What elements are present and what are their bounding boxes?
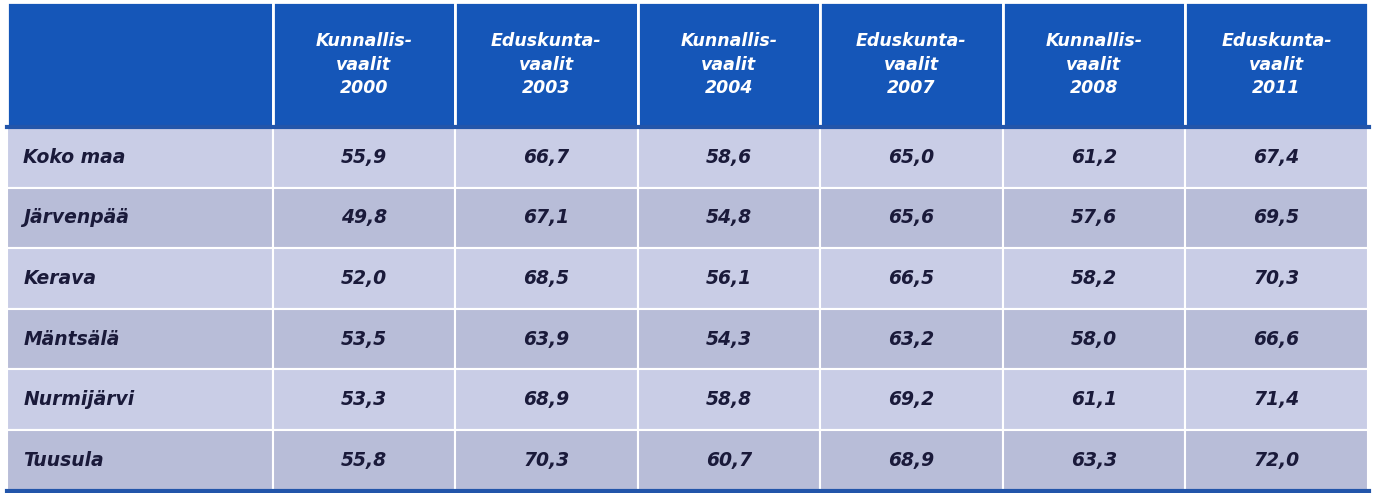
Bar: [637, 187, 820, 248]
Text: Kerava: Kerava: [23, 269, 96, 288]
Bar: [820, 127, 1003, 187]
Text: 58,6: 58,6: [706, 148, 751, 167]
Bar: [1185, 430, 1368, 491]
Text: Kunnallis-
vaalit
2008: Kunnallis- vaalit 2008: [1046, 32, 1142, 97]
Bar: [820, 369, 1003, 430]
Bar: [820, 187, 1003, 248]
Text: 58,8: 58,8: [706, 390, 751, 409]
Bar: [272, 248, 455, 309]
Text: Eduskunta-
vaalit
2003: Eduskunta- vaalit 2003: [491, 32, 601, 97]
Text: Eduskunta-
vaalit
2011: Eduskunta- vaalit 2011: [1221, 32, 1332, 97]
Bar: [820, 2, 1003, 127]
Bar: [7, 248, 272, 309]
Text: Tuusula: Tuusula: [23, 451, 103, 470]
Bar: [637, 248, 820, 309]
Text: 49,8: 49,8: [341, 209, 387, 227]
Text: Koko maa: Koko maa: [23, 148, 125, 167]
Bar: [455, 248, 637, 309]
Text: 63,2: 63,2: [889, 329, 934, 349]
Bar: [637, 430, 820, 491]
Text: 55,9: 55,9: [341, 148, 387, 167]
Bar: [272, 187, 455, 248]
Text: 72,0: 72,0: [1254, 451, 1299, 470]
Bar: [1185, 127, 1368, 187]
Bar: [1185, 248, 1368, 309]
Bar: [455, 430, 637, 491]
Bar: [7, 2, 272, 127]
Bar: [1185, 309, 1368, 369]
Bar: [455, 2, 637, 127]
Text: Kunnallis-
vaalit
2000: Kunnallis- vaalit 2000: [315, 32, 413, 97]
Text: 54,8: 54,8: [706, 209, 751, 227]
Bar: [820, 430, 1003, 491]
Text: Mäntsälä: Mäntsälä: [23, 329, 120, 349]
Text: 66,7: 66,7: [523, 148, 570, 167]
Text: 61,1: 61,1: [1071, 390, 1117, 409]
Text: 60,7: 60,7: [706, 451, 751, 470]
Bar: [1003, 430, 1185, 491]
Text: 52,0: 52,0: [341, 269, 387, 288]
Text: 66,6: 66,6: [1254, 329, 1299, 349]
Text: Eduskunta-
vaalit
2007: Eduskunta- vaalit 2007: [856, 32, 967, 97]
Text: 70,3: 70,3: [1254, 269, 1299, 288]
Bar: [1003, 2, 1185, 127]
Text: 65,0: 65,0: [889, 148, 934, 167]
Bar: [637, 2, 820, 127]
Bar: [272, 369, 455, 430]
Bar: [820, 309, 1003, 369]
Text: 66,5: 66,5: [889, 269, 934, 288]
Text: 55,8: 55,8: [341, 451, 387, 470]
Bar: [637, 369, 820, 430]
Bar: [7, 187, 272, 248]
Text: 68,9: 68,9: [523, 390, 570, 409]
Text: Järvenpää: Järvenpää: [23, 209, 129, 227]
Text: 68,5: 68,5: [523, 269, 570, 288]
Text: 67,1: 67,1: [523, 209, 570, 227]
Text: 54,3: 54,3: [706, 329, 751, 349]
Bar: [1003, 187, 1185, 248]
Text: Nurmijärvi: Nurmijärvi: [23, 390, 135, 409]
Bar: [455, 187, 637, 248]
Bar: [272, 430, 455, 491]
Text: 69,2: 69,2: [889, 390, 934, 409]
Text: 65,6: 65,6: [889, 209, 934, 227]
Bar: [7, 127, 272, 187]
Bar: [455, 309, 637, 369]
Text: 67,4: 67,4: [1254, 148, 1299, 167]
Bar: [1185, 187, 1368, 248]
Bar: [272, 309, 455, 369]
Text: 57,6: 57,6: [1071, 209, 1117, 227]
Text: 56,1: 56,1: [706, 269, 751, 288]
Text: 63,3: 63,3: [1071, 451, 1117, 470]
Text: 71,4: 71,4: [1254, 390, 1299, 409]
Text: 58,0: 58,0: [1071, 329, 1117, 349]
Text: 53,3: 53,3: [341, 390, 387, 409]
Bar: [7, 309, 272, 369]
Bar: [637, 127, 820, 187]
Bar: [1003, 369, 1185, 430]
Bar: [272, 127, 455, 187]
Bar: [1003, 309, 1185, 369]
Text: 70,3: 70,3: [523, 451, 570, 470]
Bar: [455, 369, 637, 430]
Text: Kunnallis-
vaalit
2004: Kunnallis- vaalit 2004: [680, 32, 777, 97]
Text: 63,9: 63,9: [523, 329, 570, 349]
Bar: [1185, 369, 1368, 430]
Bar: [820, 248, 1003, 309]
Bar: [1003, 248, 1185, 309]
Bar: [637, 309, 820, 369]
Bar: [272, 2, 455, 127]
Text: 58,2: 58,2: [1071, 269, 1117, 288]
Bar: [7, 369, 272, 430]
Bar: [7, 430, 272, 491]
Text: 53,5: 53,5: [341, 329, 387, 349]
Bar: [1185, 2, 1368, 127]
Bar: [455, 127, 637, 187]
Text: 69,5: 69,5: [1254, 209, 1299, 227]
Bar: [1003, 127, 1185, 187]
Text: 68,9: 68,9: [889, 451, 934, 470]
Text: 61,2: 61,2: [1071, 148, 1117, 167]
